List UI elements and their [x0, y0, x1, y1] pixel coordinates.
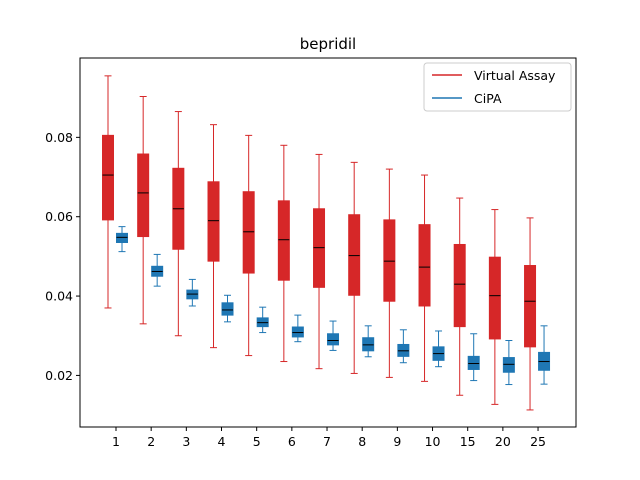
x-tick-label: 25 — [530, 434, 546, 449]
cipa-box — [467, 355, 480, 370]
x-tick-label: 8 — [358, 434, 366, 449]
y-tick-label: 0.04 — [45, 289, 73, 304]
cipa-box — [291, 326, 304, 338]
x-tick-label: 15 — [460, 434, 476, 449]
virtual-assay-box — [418, 224, 431, 307]
virtual-assay-box — [102, 134, 114, 221]
x-tick-label: 5 — [253, 434, 261, 449]
cipa-box — [502, 357, 515, 373]
chart-title: bepridil — [300, 35, 356, 53]
y-tick-label: 0.08 — [45, 130, 73, 145]
virtual-assay-box — [524, 265, 537, 348]
virtual-assay-box — [383, 219, 396, 302]
legend: Virtual Assay CiPA — [423, 62, 572, 112]
virtual-assay-box — [277, 200, 290, 281]
x-tick-label: 9 — [393, 434, 401, 449]
cipa-box — [221, 302, 234, 316]
cipa-box — [116, 232, 128, 243]
x-tick-label: 4 — [218, 434, 226, 449]
virtual-assay-box — [207, 181, 220, 262]
cipa-box — [362, 337, 375, 352]
x-tick-label: 10 — [425, 434, 441, 449]
x-tick-label: 3 — [182, 434, 190, 449]
x-tick-label: 20 — [495, 434, 511, 449]
axes-frame — [79, 57, 577, 428]
virtual-assay-box — [137, 153, 150, 238]
cipa-box — [327, 333, 340, 346]
x-tick-label: 1 — [112, 434, 120, 449]
y-tick-label: 0.06 — [45, 209, 73, 224]
x-tick-label: 2 — [147, 434, 155, 449]
legend-label-virtual-assay: Virtual Assay — [474, 68, 556, 83]
virtual-assay-box — [348, 214, 361, 296]
x-tick-label: 7 — [323, 434, 331, 449]
virtual-assay-box — [488, 256, 501, 340]
y-tick-label: 0.02 — [45, 368, 73, 383]
virtual-assay-box — [453, 243, 466, 328]
x-tick-label: 6 — [288, 434, 296, 449]
plot-area: 0.02 0.04 0.06 0.08 1 2 3 4 5 6 7 8 9 10 15 20 25 — [45, 75, 551, 449]
virtual-assay-box — [242, 191, 255, 274]
legend-label-cipa: CiPA — [474, 91, 502, 106]
